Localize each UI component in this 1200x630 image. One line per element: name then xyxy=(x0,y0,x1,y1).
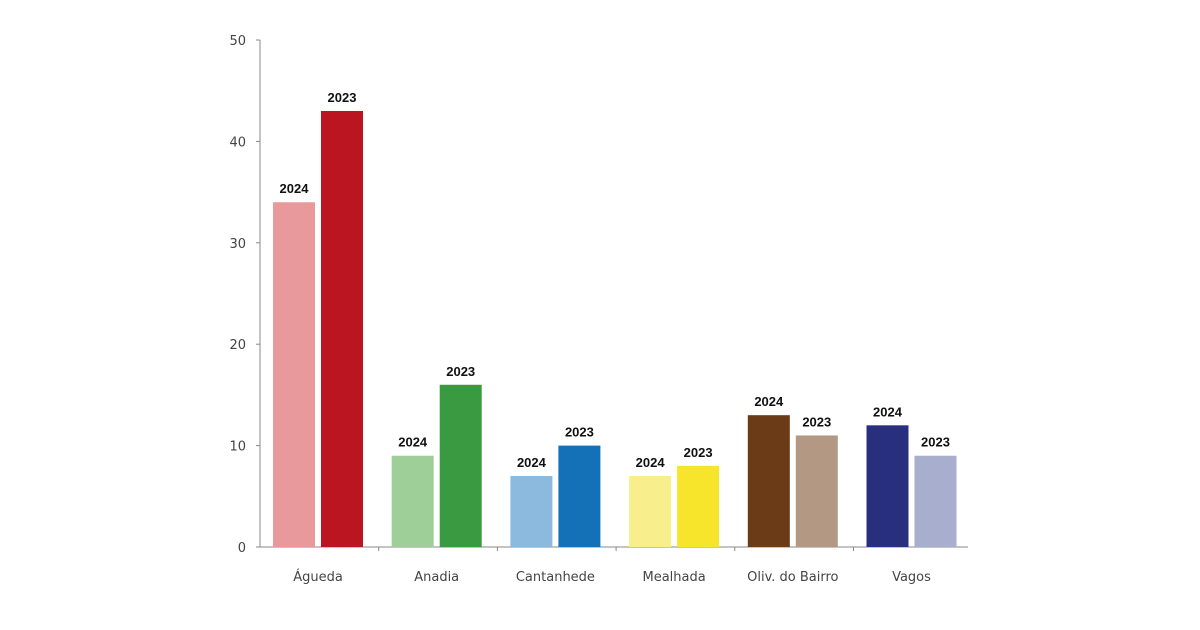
bar-2023-2 xyxy=(558,445,601,547)
x-category-label: Cantanhede xyxy=(516,570,595,585)
y-tick-label: 50 xyxy=(229,34,246,49)
bar-2023-4 xyxy=(795,435,838,547)
x-category-label: Vagos xyxy=(892,570,931,585)
bar-series-label: 2023 xyxy=(446,364,475,379)
bar-2024-1 xyxy=(391,455,434,547)
y-tick-label: 30 xyxy=(229,237,246,252)
bar-series-label: 2023 xyxy=(684,445,713,460)
bar-series-label: 2024 xyxy=(754,394,784,409)
y-tick-label: 10 xyxy=(229,440,246,455)
x-category-label: Anadia xyxy=(414,570,459,585)
bar-2023-0 xyxy=(321,110,363,547)
bar-series-label: 2023 xyxy=(802,414,831,429)
bar-series-label: 2024 xyxy=(517,455,547,470)
y-tick-label: 20 xyxy=(229,338,246,353)
bar-2024-2 xyxy=(510,476,553,547)
bar-2024-3 xyxy=(629,476,672,547)
y-tick-label: 40 xyxy=(229,135,246,150)
x-category-label: Mealhada xyxy=(642,570,705,585)
y-tick-label: 0 xyxy=(238,541,246,556)
bar-series-label: 2024 xyxy=(636,455,666,470)
x-category-label: Águeda xyxy=(293,569,343,585)
bar-series-label: 2023 xyxy=(565,425,594,440)
bar-2024-0 xyxy=(273,202,315,548)
bar-2024-4 xyxy=(747,415,790,547)
bar-2023-3 xyxy=(677,465,720,547)
bar-series-label: 2024 xyxy=(873,404,903,419)
x-category-label: Oliv. do Bairro xyxy=(747,570,838,585)
bar-series-label: 2023 xyxy=(921,435,950,450)
bar-series-label: 2024 xyxy=(280,181,310,196)
bar-series-label: 2023 xyxy=(328,90,357,105)
bar-series-label: 2024 xyxy=(398,435,428,450)
bar-2023-5 xyxy=(914,455,957,547)
bar-2024-5 xyxy=(866,425,909,547)
bar-2023-1 xyxy=(439,384,482,547)
